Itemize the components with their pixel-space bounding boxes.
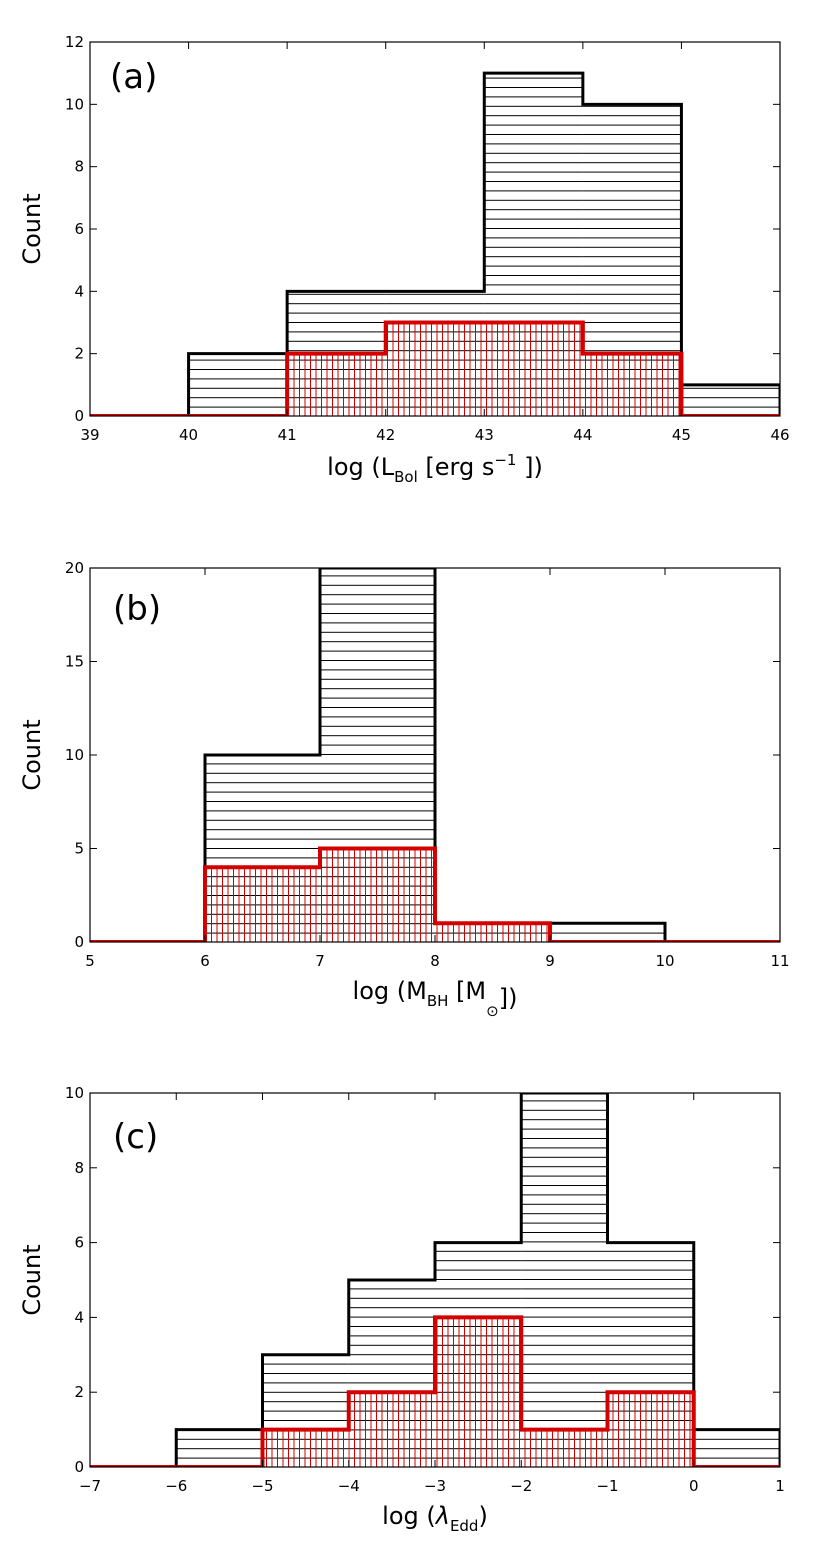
step-outline-all [90,568,780,942]
x-tick-label: −2 [510,1477,532,1495]
step-outline-subset [90,846,780,942]
x-tick-label: −3 [424,1477,446,1495]
bar-subset-2 [320,848,435,942]
x-tick-label: −6 [165,1477,187,1495]
y-tick-label: 0 [74,407,84,425]
bar-subset-4 [484,322,583,416]
x-tick-label: 46 [770,426,789,444]
bar-subset-5 [521,1429,608,1467]
x-tick-label: 6 [200,952,210,970]
bar-subset-3 [348,1392,435,1467]
x-tick-label: −5 [251,1477,273,1495]
x-axis-label: log (λEdd) [382,1502,488,1535]
bar-subset-2 [262,1429,349,1467]
y-tick-label: 10 [65,95,84,113]
step-outline-subset [90,320,780,416]
y-tick-label: 8 [74,1159,84,1177]
step-outline-subset [90,1315,780,1467]
x-tick-label: 42 [376,426,395,444]
bar-subset-5 [582,353,682,416]
x-tick-label: 43 [475,426,494,444]
x-tick-label: 11 [770,952,789,970]
bar-all-1 [188,353,288,416]
y-tick-label: 4 [74,1308,84,1326]
y-axis-label: Count [18,719,46,790]
panel-label: (c) [113,1117,158,1157]
x-tick-label: 7 [315,952,325,970]
x-axis-label: log (LBol [erg s−1 ]) [327,451,543,486]
panel-label: (b) [113,589,161,629]
panel-label: (a) [110,57,157,97]
x-tick-label: 0 [689,1477,699,1495]
x-tick-label: 8 [430,952,440,970]
y-tick-label: 10 [65,1084,84,1102]
x-tick-label: −7 [79,1477,101,1495]
x-tick-label: 5 [85,952,95,970]
x-tick-label: 10 [655,952,674,970]
x-axis-label: log (MBH [M⊙]) [353,977,518,1020]
x-tick-label: 41 [278,426,297,444]
bar-all-6 [681,384,780,416]
y-tick-label: 2 [74,345,84,363]
bar-subset-6 [607,1392,694,1467]
y-tick-label: 0 [74,933,84,951]
bar-all-1 [176,1429,263,1467]
y-tick-label: 12 [65,33,84,51]
bar-all-4 [550,923,665,942]
bar-all-5 [521,1093,608,1467]
y-tick-label: 6 [74,1234,84,1252]
y-tick-label: 20 [65,559,84,577]
y-tick-label: 2 [74,1383,84,1401]
x-tick-label: −1 [596,1477,618,1495]
x-tick-label: 1 [775,1477,785,1495]
x-tick-label: 45 [672,426,691,444]
y-axis-label: Count [18,1244,46,1315]
x-tick-label: 40 [179,426,198,444]
step-outline-all [90,71,780,416]
y-tick-label: 4 [74,282,84,300]
bar-subset-2 [287,353,386,416]
x-tick-label: −4 [338,1477,360,1495]
y-tick-label: 6 [74,220,84,238]
bar-all-7 [693,1429,780,1467]
y-tick-label: 0 [74,1458,84,1476]
x-tick-label: 39 [80,426,99,444]
y-axis-label: Count [18,193,46,264]
bar-subset-3 [435,923,550,942]
y-tick-label: 5 [74,840,84,858]
x-tick-label: 9 [545,952,555,970]
step-outline-all [90,1093,780,1467]
y-tick-label: 15 [65,653,84,671]
x-tick-label: 44 [573,426,592,444]
bar-subset-1 [205,867,320,942]
y-tick-label: 10 [65,746,84,764]
bar-subset-3 [385,322,485,416]
bar-subset-4 [435,1317,522,1467]
y-tick-label: 8 [74,158,84,176]
